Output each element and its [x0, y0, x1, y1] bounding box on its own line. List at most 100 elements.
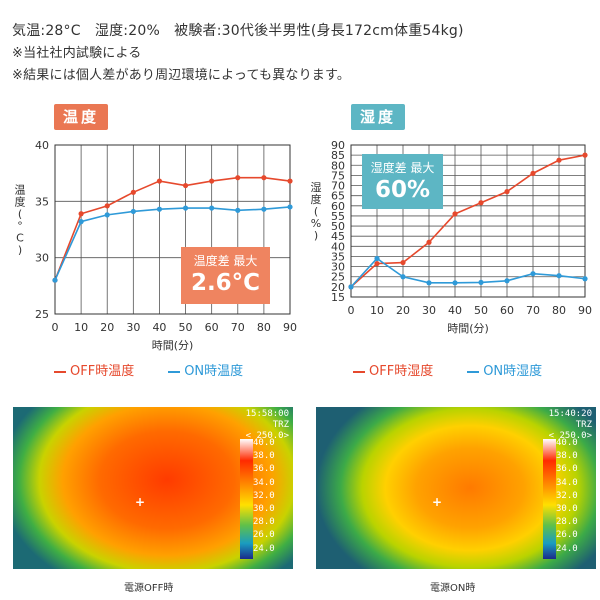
- color-scale-ticks: 40.0 38.0 36.0 34.0 32.0 30.0 28.0 26.0 24.0: [253, 437, 289, 556]
- legend-item: ON時湿度: [467, 364, 542, 379]
- data-point: [530, 271, 536, 277]
- series-line: [54, 206, 291, 281]
- temperature-diff-label: 温度差 最大: [193, 254, 258, 268]
- legend-item: OFF時温度: [54, 364, 134, 379]
- y-tick-label: 80: [331, 159, 345, 172]
- x-tick-label: 70: [231, 321, 245, 334]
- data-point: [426, 280, 432, 286]
- data-point: [130, 208, 136, 215]
- scale-tick-label: 34.0: [253, 477, 275, 488]
- data-point: [261, 206, 267, 212]
- data-point: [156, 178, 163, 184]
- x-tick-label: 90: [283, 321, 297, 334]
- y-tick-label: 15: [331, 291, 345, 304]
- y-tick-label: 35: [35, 195, 49, 208]
- data-point: [261, 175, 267, 181]
- y-tick-label: 30: [35, 252, 49, 265]
- scale-tick-label: 28.0: [556, 517, 578, 528]
- color-scale-bar: [240, 439, 253, 559]
- data-point: [209, 205, 215, 211]
- scale-tick-label: 36.0: [556, 464, 578, 475]
- temperature-diff-value: 2.6°C: [190, 270, 261, 296]
- thermal-image-power-on: 15:40:20 TRZ < 250.0> 40.0 38.0 36.0 34.0 32…: [316, 407, 596, 569]
- data-point: [209, 178, 215, 184]
- x-tick-label: 20: [100, 321, 114, 334]
- humidity-tag: 湿度: [351, 104, 406, 130]
- scale-tick-label: 36.0: [253, 464, 275, 475]
- scale-tick-label: 34.0: [556, 477, 578, 488]
- legend-swatch: [467, 370, 480, 373]
- x-tick-label: 90: [578, 304, 592, 317]
- data-point: [235, 207, 241, 213]
- conditions-line: 気温:28°C 湿度:20% 被験者:30代後半男性(身長172cm体重54kg…: [12, 23, 464, 39]
- data-point: [182, 205, 189, 211]
- y-tick-label: 25: [331, 271, 345, 284]
- data-point: [52, 277, 58, 283]
- x-tick-label: 30: [126, 321, 140, 334]
- x-tick-label: 50: [179, 321, 193, 334]
- legend-label: ON時温度: [184, 364, 244, 379]
- crosshair-icon: +: [135, 495, 146, 509]
- data-point: [400, 274, 406, 280]
- x-tick-label: 50: [474, 304, 488, 317]
- data-point: [556, 273, 562, 279]
- x-tick-label: 60: [205, 321, 219, 334]
- data-point: [374, 255, 380, 262]
- scale-tick-label: 26.0: [556, 530, 578, 541]
- data-point: [452, 280, 458, 286]
- y-tick-label: 65: [331, 190, 345, 203]
- humidity-diff-value: 60%: [374, 177, 431, 203]
- y-tick-label: 90: [331, 139, 345, 152]
- data-point: [182, 182, 189, 189]
- legend-item: OFF時湿度: [353, 364, 433, 379]
- y-tick-label: 20: [331, 281, 345, 294]
- data-point: [452, 211, 458, 217]
- x-tick-label: 80: [257, 321, 271, 334]
- data-point: [287, 178, 293, 184]
- y-tick-label: 70: [331, 180, 345, 193]
- scale-tick-label: 30.0: [253, 504, 275, 515]
- legend-item: ON時温度: [168, 364, 243, 379]
- scale-tick-label: 38.0: [556, 451, 578, 462]
- thermal-readout: 15:40:20 TRZ < 250.0>: [548, 409, 592, 441]
- x-tick-label: 0: [348, 304, 355, 317]
- x-tick-label: 10: [370, 304, 384, 317]
- x-tick-label: 70: [526, 304, 540, 317]
- x-tick-label: 40: [448, 304, 462, 317]
- x-tick-label: 20: [396, 304, 410, 317]
- legend-label: OFF時湿度: [369, 364, 434, 379]
- y-tick-label: 60: [331, 200, 345, 213]
- scale-tick-label: 32.0: [253, 490, 275, 501]
- plot-frame: [350, 144, 586, 298]
- data-point: [504, 278, 510, 284]
- data-point: [478, 279, 484, 286]
- thermal-image-power-off: 15:58:00 TRZ < 250.0> 40.0 38.0 36.0 34.0 32…: [13, 407, 293, 569]
- humidity-legend: OFF時湿度 ON時湿度: [353, 360, 576, 379]
- legend-label: OFF時温度: [70, 364, 135, 379]
- legend-swatch: [353, 370, 365, 373]
- scale-tick-label: 28.0: [253, 517, 275, 528]
- data-point: [504, 189, 510, 195]
- scale-tick-label: 40.0: [253, 438, 275, 448]
- temperature-diff-badge: 温度差 最大 2.6°C: [181, 247, 270, 304]
- crosshair-icon: +: [432, 495, 443, 509]
- data-point: [235, 175, 241, 181]
- y-tick-label: 40: [331, 240, 345, 253]
- temperature-tag: 温度: [54, 104, 109, 130]
- y-axis-label: 湿度(%): [311, 181, 322, 242]
- data-point: [130, 189, 136, 195]
- data-point: [156, 206, 163, 212]
- note-internal-test: ※当社社内試験による: [12, 46, 142, 61]
- scale-tick-label: 24.0: [556, 543, 578, 554]
- caption-power-off: 電源OFF時: [124, 583, 174, 594]
- y-tick-label: 30: [331, 261, 345, 274]
- temperature-legend: OFF時温度 ON時温度: [54, 360, 277, 379]
- humidity-diff-badge: 湿度差 最大 60%: [362, 154, 443, 209]
- color-scale-ticks: 40.0 38.0 36.0 34.0 32.0 30.0 28.0 26.0 24.0: [556, 437, 592, 556]
- x-tick-label: 10: [74, 321, 88, 334]
- y-tick-label: 25: [35, 308, 49, 321]
- data-point: [556, 157, 562, 163]
- data-point: [400, 259, 406, 266]
- humidity-diff-label: 湿度差 最大: [370, 161, 435, 175]
